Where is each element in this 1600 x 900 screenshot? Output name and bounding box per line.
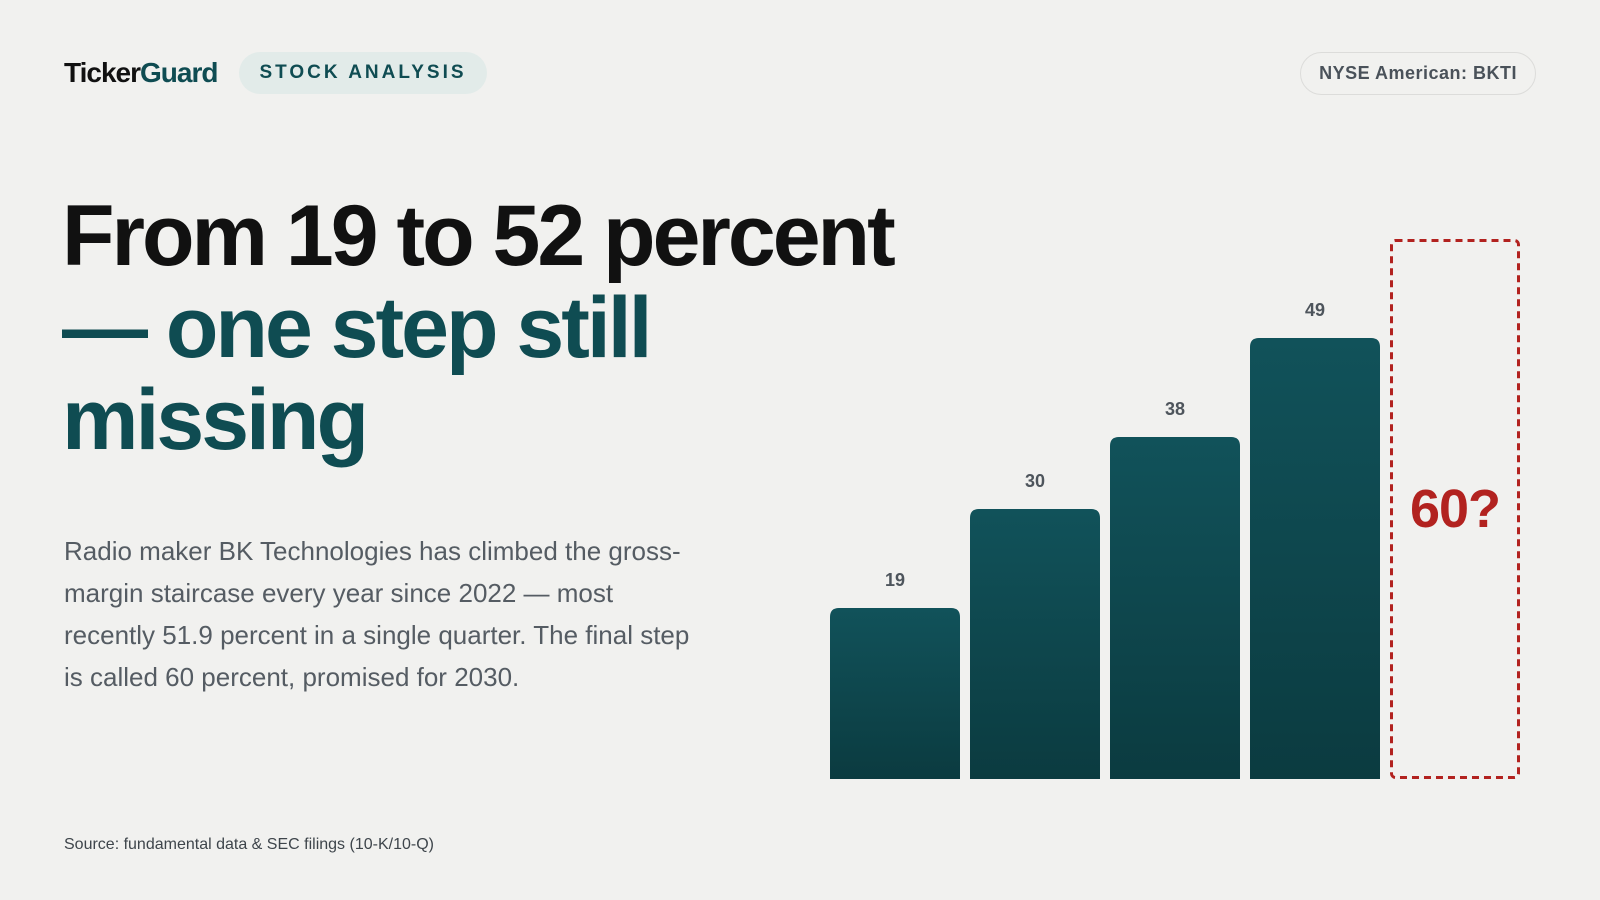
ticker-badge: NYSE American: BKTI bbox=[1300, 52, 1536, 95]
bar-1 bbox=[970, 509, 1100, 779]
bar-0 bbox=[830, 608, 960, 779]
brand-name-main: Ticker bbox=[64, 57, 141, 88]
brand-logo: TickerGuard bbox=[64, 57, 218, 89]
bar-value-label-2: 38 bbox=[1165, 399, 1185, 419]
headline-line-1: From 19 to 52 percent bbox=[62, 188, 896, 284]
brand-name-accent: Guard bbox=[140, 57, 218, 88]
source-note: Source: fundamental data & SEC filings (… bbox=[64, 836, 434, 853]
headline-line-2: — one step still missing bbox=[62, 280, 653, 468]
bar-2 bbox=[1110, 437, 1240, 779]
category-tag: STOCK ANALYSIS bbox=[239, 52, 487, 94]
bar-3 bbox=[1250, 338, 1380, 779]
bar-value-label-3: 49 bbox=[1305, 300, 1325, 320]
target-value-label: 60? bbox=[1410, 479, 1500, 539]
body-text: Radio maker BK Technologies has climbed … bbox=[64, 536, 690, 692]
bar-value-label-0: 19 bbox=[885, 570, 905, 590]
header: TickerGuard STOCK ANALYSIS bbox=[64, 52, 487, 94]
headline: From 19 to 52 percent — one step still m… bbox=[62, 190, 962, 466]
target-bar bbox=[1390, 239, 1520, 779]
bar-value-label-1: 30 bbox=[1025, 471, 1045, 491]
